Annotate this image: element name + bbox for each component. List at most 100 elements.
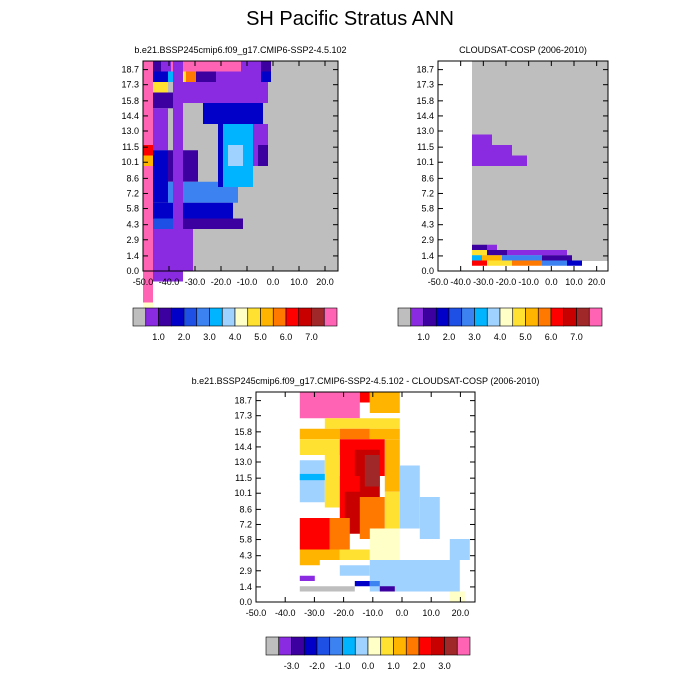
y-tick-label: 11.5 [235, 473, 252, 483]
heat-cell [329, 518, 350, 550]
heat-cell [153, 61, 161, 72]
legend-swatch [323, 307, 338, 327]
heat-cell [153, 218, 183, 229]
y-tick-label: 4.3 [126, 220, 139, 230]
heat-cell [153, 150, 168, 203]
heat-cell [502, 255, 542, 261]
heat-cell [261, 71, 271, 82]
heat-cell [449, 591, 465, 602]
legend-label: 2.0 [413, 661, 426, 671]
legend-swatch [448, 307, 463, 327]
legend-swatch [380, 636, 394, 656]
heat-cell [482, 255, 502, 261]
heat-cell [299, 575, 315, 581]
heat-cell [143, 61, 153, 303]
x-tick-label: 20.0 [316, 277, 334, 287]
x-tick-label: -30.0 [473, 277, 494, 287]
y-tick-label: 5.8 [239, 535, 252, 545]
legend-swatch [405, 636, 420, 656]
legend-swatch [563, 307, 577, 327]
x-tick-label: 10.0 [290, 277, 308, 287]
plot-frame [142, 60, 339, 272]
chart-panel-1: b.e21.BSSP245cmip6.f09_g17.CMIP6-SSP2-4.… [121, 45, 346, 342]
legend-swatch [132, 307, 147, 327]
heat-cell [218, 124, 223, 187]
heat-cell [153, 82, 168, 93]
heat-cell [196, 71, 216, 82]
legend-swatch [342, 636, 356, 656]
heat-cell [472, 260, 487, 266]
y-tick-label: 15.8 [416, 96, 434, 106]
legend-swatch [423, 307, 437, 327]
chart-panel-3: b.e21.BSSP245cmip6.f09_g17.CMIP6-SSP2-4.… [192, 376, 540, 671]
x-tick-label: -50.0 [133, 277, 154, 287]
legend-swatch [393, 636, 407, 656]
heat-cell [299, 428, 340, 440]
legend-label: 6.0 [545, 332, 558, 342]
heat-cell [299, 439, 340, 455]
x-tick-label: -40.0 [275, 608, 296, 618]
legend-swatch [550, 307, 565, 327]
legend-label: 4.0 [494, 332, 507, 342]
heat-cell [512, 155, 527, 166]
legend-label: 0.0 [362, 661, 375, 671]
heat-cell [258, 145, 268, 166]
panel-title: b.e21.BSSP245cmip6.f09_g17.CMIP6-SSP2-4.… [192, 376, 540, 386]
y-tick-label: 2.9 [239, 566, 252, 576]
y-tick-label: 11.5 [417, 142, 434, 152]
heat-cell [472, 255, 482, 261]
legend-swatch [418, 636, 433, 656]
heat-cell [369, 428, 400, 440]
y-tick-label: 1.4 [126, 251, 139, 261]
legend-swatch [537, 307, 552, 327]
heat-cell [419, 497, 440, 539]
x-tick-label: -10.0 [518, 277, 539, 287]
legend-swatch [303, 636, 318, 656]
y-tick-label: 0.0 [126, 266, 139, 276]
legend-label: 1.0 [387, 661, 400, 671]
heat-cell [168, 71, 176, 82]
heat-cell [384, 491, 400, 529]
y-tick-label: 15.8 [234, 427, 252, 437]
x-tick-label: -40.0 [450, 277, 471, 287]
y-tick-label: 8.6 [239, 504, 252, 514]
x-tick-label: -10.0 [363, 608, 384, 618]
x-tick-label: 20.0 [588, 277, 606, 287]
legend-label: 5.0 [254, 332, 267, 342]
heat-cell [183, 218, 243, 229]
y-tick-label: 0.0 [239, 597, 252, 607]
legend-swatch [209, 307, 223, 327]
heat-cell [299, 518, 330, 550]
legend-swatch [474, 307, 488, 327]
heat-cell [153, 108, 168, 151]
y-tick-label: 14.4 [234, 442, 252, 452]
y-tick-label: 8.6 [126, 173, 139, 183]
y-tick-label: 14.4 [121, 111, 139, 121]
heat-cell [542, 255, 572, 261]
heat-cell [492, 145, 512, 166]
plot-frame [437, 60, 609, 272]
y-tick-label: 17.3 [416, 80, 434, 90]
y-tick-label: 18.7 [121, 65, 139, 75]
y-tick-label: 2.9 [126, 235, 139, 245]
legend-swatch [272, 307, 287, 327]
legend-label: 4.0 [229, 332, 242, 342]
legend-swatch [158, 307, 172, 327]
heat-cell [143, 155, 153, 166]
heat-cell [299, 586, 355, 592]
heat-cell [178, 82, 268, 103]
x-tick-label: 0.0 [396, 608, 409, 618]
y-tick-label: 17.3 [121, 80, 139, 90]
heat-cell [161, 61, 171, 72]
legend-swatch [410, 307, 424, 327]
legend-swatch [499, 307, 514, 327]
y-tick-label: 10.1 [416, 157, 434, 167]
legend-swatch [265, 636, 280, 656]
legend-swatch [588, 307, 603, 327]
heat-cell [359, 392, 370, 403]
heat-cell [143, 145, 153, 156]
y-tick-label: 7.2 [421, 188, 434, 198]
heat-cell [512, 260, 542, 266]
y-tick-label: 0.0 [421, 266, 434, 276]
x-tick-label: -50.0 [246, 608, 267, 618]
